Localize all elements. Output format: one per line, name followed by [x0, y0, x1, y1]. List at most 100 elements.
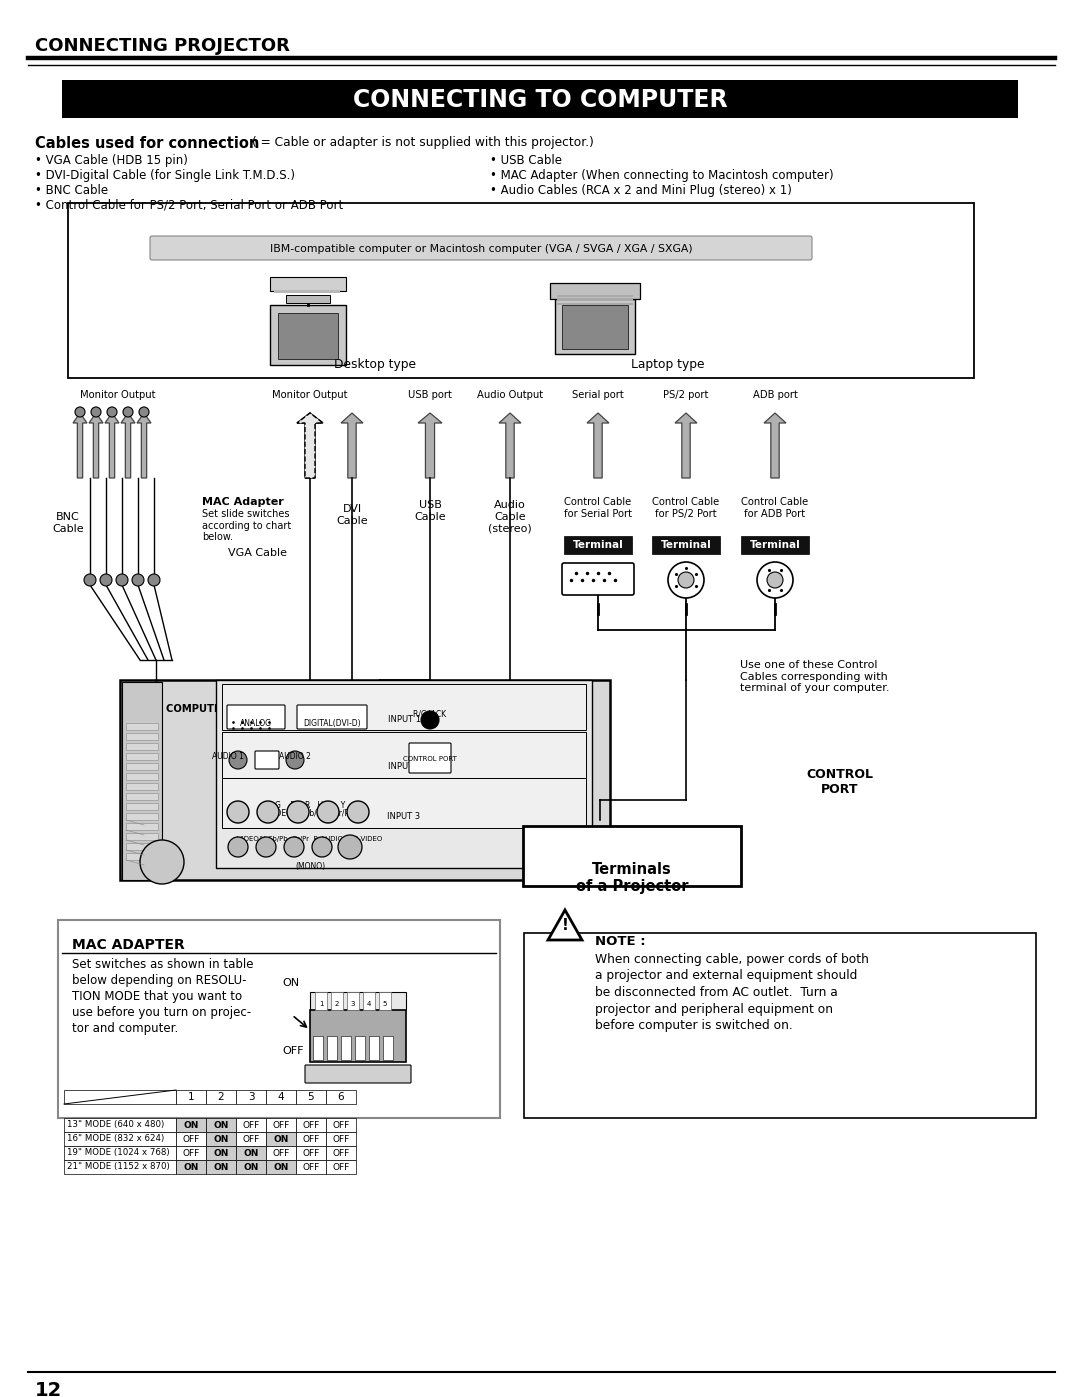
- Text: Control Cable
for Serial Port: Control Cable for Serial Port: [564, 497, 632, 518]
- Bar: [341, 1037, 351, 1060]
- Bar: [296, 1090, 326, 1104]
- Text: • DVI-Digital Cable (for Single Link T.M.D.S.): • DVI-Digital Cable (for Single Link T.M…: [35, 169, 295, 182]
- Bar: [266, 1118, 296, 1132]
- Bar: [126, 842, 158, 849]
- Text: ADB port: ADB port: [753, 390, 797, 400]
- Text: 12: 12: [35, 1380, 63, 1397]
- Text: • USB Cable: • USB Cable: [490, 154, 562, 168]
- Text: ON: ON: [243, 1162, 259, 1172]
- Circle shape: [669, 562, 704, 598]
- Text: OFF: OFF: [302, 1148, 320, 1158]
- Bar: [296, 1132, 326, 1146]
- Text: 4: 4: [367, 1002, 372, 1007]
- Text: OFF: OFF: [333, 1120, 350, 1130]
- Text: 5: 5: [382, 1002, 388, 1007]
- Circle shape: [287, 800, 309, 823]
- Bar: [126, 753, 158, 760]
- Circle shape: [757, 562, 793, 598]
- Text: ON: ON: [273, 1162, 288, 1172]
- Bar: [64, 1090, 176, 1104]
- Bar: [278, 291, 336, 293]
- Bar: [206, 1132, 237, 1146]
- Text: Serial port: Serial port: [572, 390, 624, 400]
- Text: ON: ON: [273, 1134, 288, 1144]
- Text: DVI
Cable: DVI Cable: [336, 504, 368, 525]
- Bar: [58, 921, 500, 1118]
- Circle shape: [123, 407, 133, 416]
- Bar: [126, 782, 158, 789]
- Bar: [222, 778, 586, 828]
- Text: OFF: OFF: [333, 1162, 350, 1172]
- FancyBboxPatch shape: [523, 826, 741, 886]
- Text: USB
Cable: USB Cable: [415, 500, 446, 521]
- Bar: [266, 1132, 296, 1146]
- Text: 19" MODE (1024 x 768): 19" MODE (1024 x 768): [67, 1148, 170, 1158]
- Text: OFF: OFF: [272, 1120, 289, 1130]
- Circle shape: [116, 574, 129, 585]
- Bar: [126, 763, 158, 770]
- Text: MAC Adapter: MAC Adapter: [202, 497, 284, 507]
- Bar: [278, 313, 338, 359]
- Circle shape: [229, 752, 247, 768]
- Bar: [126, 854, 158, 861]
- Text: • Control Cable for PS/2 Port, Serial Port or ADB Port: • Control Cable for PS/2 Port, Serial Po…: [35, 198, 343, 212]
- Circle shape: [228, 837, 248, 856]
- Bar: [315, 992, 327, 1010]
- Bar: [266, 1160, 296, 1173]
- Text: 1: 1: [188, 1092, 194, 1102]
- Bar: [550, 284, 640, 299]
- Text: AUDIO 2: AUDIO 2: [279, 752, 311, 761]
- Text: 13" MODE (640 x 480): 13" MODE (640 x 480): [67, 1120, 164, 1130]
- Text: OFF: OFF: [302, 1134, 320, 1144]
- Polygon shape: [297, 414, 323, 478]
- Bar: [206, 1118, 237, 1132]
- Text: CONNECTING TO COMPUTER: CONNECTING TO COMPUTER: [353, 88, 727, 112]
- Bar: [326, 1132, 356, 1146]
- Circle shape: [338, 835, 362, 859]
- Bar: [216, 680, 592, 868]
- Polygon shape: [297, 414, 323, 478]
- Bar: [369, 1037, 379, 1060]
- Bar: [557, 295, 633, 298]
- Bar: [355, 1037, 365, 1060]
- FancyBboxPatch shape: [255, 752, 279, 768]
- Text: CONTROL PORT: CONTROL PORT: [403, 756, 457, 761]
- Polygon shape: [588, 414, 609, 478]
- Text: OFF: OFF: [242, 1134, 259, 1144]
- Circle shape: [421, 711, 438, 729]
- Bar: [326, 1090, 356, 1104]
- Bar: [564, 536, 632, 555]
- Text: Set switches as shown in table
below depending on RESOLU-
TION MODE that you wan: Set switches as shown in table below dep…: [72, 958, 254, 1035]
- Polygon shape: [121, 414, 135, 478]
- FancyBboxPatch shape: [409, 743, 451, 773]
- Text: VIDEO/Y  Cb/Pb   Cr/Pr: VIDEO/Y Cb/Pb Cr/Pr: [268, 807, 352, 817]
- Bar: [741, 536, 809, 555]
- Text: OFF: OFF: [282, 1046, 303, 1056]
- Bar: [126, 803, 158, 810]
- Circle shape: [256, 837, 276, 856]
- Bar: [363, 992, 375, 1010]
- Text: (MONO): (MONO): [295, 862, 325, 870]
- Bar: [237, 1146, 266, 1160]
- Circle shape: [140, 840, 184, 884]
- Bar: [222, 732, 586, 778]
- Bar: [524, 933, 1036, 1118]
- FancyBboxPatch shape: [562, 563, 634, 595]
- Text: CONNECTING PROJECTOR: CONNECTING PROJECTOR: [35, 36, 289, 54]
- Text: 1: 1: [319, 1002, 323, 1007]
- Text: ON: ON: [243, 1148, 259, 1158]
- Circle shape: [132, 574, 144, 585]
- Text: COMPUTER IN ANALOG: COMPUTER IN ANALOG: [166, 704, 294, 714]
- Text: 2: 2: [218, 1092, 225, 1102]
- Text: Use one of these Control
Cables corresponding with
terminal of your computer.: Use one of these Control Cables correspo…: [740, 659, 890, 693]
- Text: INPUT 1: INPUT 1: [388, 715, 420, 724]
- Text: • MAC Adapter (When connecting to Macintosh computer): • MAC Adapter (When connecting to Macint…: [490, 169, 834, 182]
- Bar: [126, 833, 158, 840]
- Bar: [206, 1146, 237, 1160]
- Polygon shape: [89, 414, 103, 478]
- Bar: [557, 299, 633, 300]
- Text: OFF: OFF: [242, 1120, 259, 1130]
- Text: ON: ON: [282, 978, 299, 988]
- Bar: [326, 1146, 356, 1160]
- Text: Terminal: Terminal: [572, 541, 623, 550]
